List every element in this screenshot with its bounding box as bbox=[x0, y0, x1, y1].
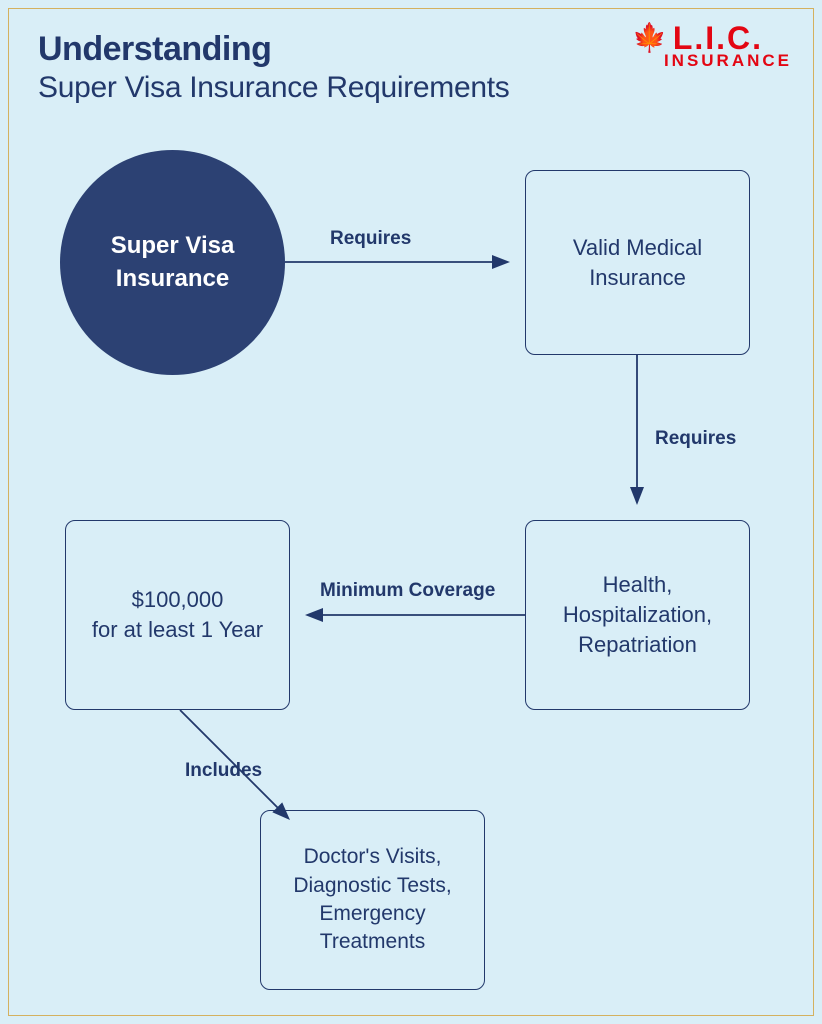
node-n4: $100,000for at least 1 Year bbox=[65, 520, 290, 710]
logo: 🍁 L.I.C. INSURANCE bbox=[632, 22, 792, 69]
node-n2: Valid MedicalInsurance bbox=[525, 170, 750, 355]
title-sub: Super Visa Insurance Requirements bbox=[38, 71, 509, 105]
node-n5: Doctor's Visits,Diagnostic Tests,Emergen… bbox=[260, 810, 485, 990]
edge-label: Requires bbox=[655, 428, 736, 450]
edge-label: Minimum Coverage bbox=[320, 580, 495, 602]
logo-text-bottom: INSURANCE bbox=[664, 52, 792, 69]
logo-text-top: L.I.C. bbox=[673, 22, 763, 54]
edge-label: Includes bbox=[185, 760, 262, 782]
logo-top: 🍁 L.I.C. bbox=[632, 22, 792, 54]
node-n3: Health,Hospitalization,Repatriation bbox=[525, 520, 750, 710]
node-n1: Super VisaInsurance bbox=[60, 150, 285, 375]
edge-label: Requires bbox=[330, 228, 411, 250]
title-block: Understanding Super Visa Insurance Requi… bbox=[38, 30, 509, 105]
title-bold: Understanding bbox=[38, 30, 509, 69]
maple-leaf-icon: 🍁 bbox=[632, 24, 669, 52]
